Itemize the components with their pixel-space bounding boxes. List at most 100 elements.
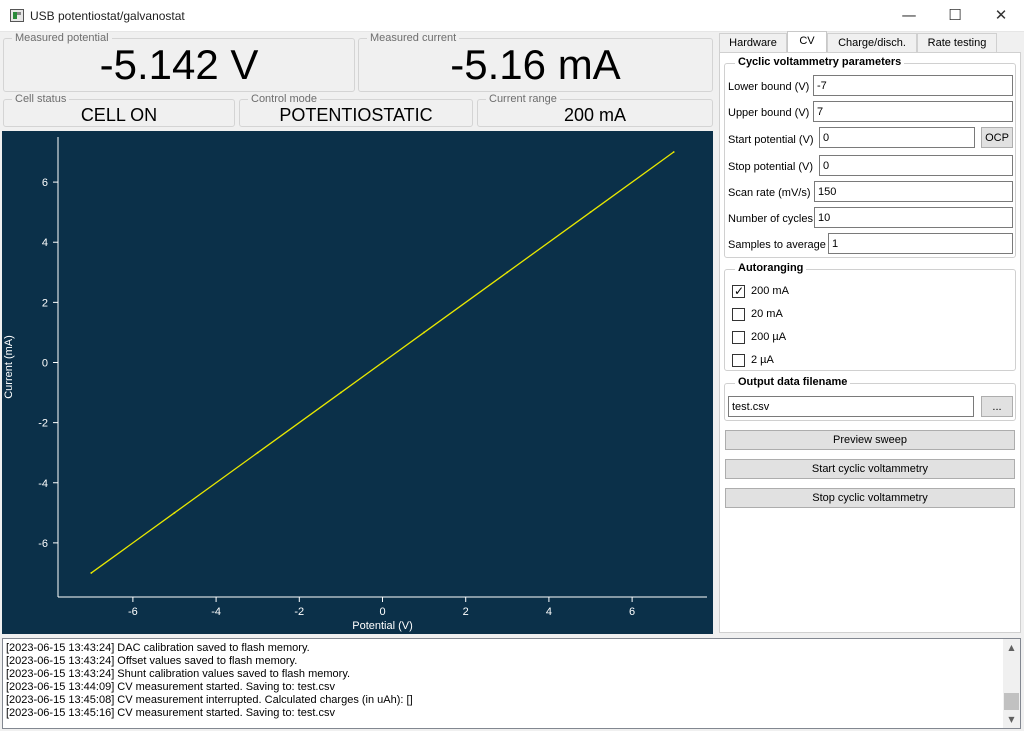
measured-current-label: Measured current — [367, 32, 460, 44]
output-filename-input[interactable] — [728, 396, 974, 417]
series-point — [90, 572, 93, 574]
tab-cv[interactable]: CV — [787, 31, 827, 53]
num-cycles-input[interactable] — [814, 207, 1013, 228]
cell-status-label: Cell status — [12, 93, 70, 105]
measured-current-value: -5.16 mA — [450, 41, 621, 88]
autoranging-group: Autoranging ✓ 200 mA 20 mA 200 µA 2 µA — [724, 262, 1016, 371]
cell-status-value: CELL ON — [80, 105, 158, 125]
control-mode-label: Control mode — [248, 93, 321, 105]
output-filename-group: Output data filename ... — [724, 376, 1016, 421]
scroll-thumb[interactable] — [1004, 693, 1019, 710]
y-axis-ticks: -6 -4 -2 0 2 4 6 — [38, 177, 58, 550]
checkbox-box[interactable]: ✓ — [732, 284, 745, 298]
series-point — [339, 391, 342, 394]
checkbox-label: 200 µA — [751, 331, 787, 343]
current-range-group: Current range 200 mA — [477, 93, 713, 127]
scroll-down-icon[interactable]: ▼ — [1008, 715, 1015, 724]
log-line: [2023-06-15 13:43:24] Offset values save… — [6, 655, 298, 667]
window-title: USB potentiostat/galvanostat — [30, 9, 185, 23]
cv-tab-panel: Cyclic voltammetry parameters Lower boun… — [719, 52, 1021, 633]
start-potential-label: Start potential (V) — [728, 134, 814, 146]
start-cv-button[interactable]: Start cyclic voltammetry — [725, 459, 1015, 479]
x-tick-label: -6 — [128, 606, 138, 618]
x-tick-label: 2 — [463, 606, 469, 618]
checkbox-label: 2 µA — [751, 354, 774, 366]
series-points — [90, 151, 675, 574]
y-axis-label: Current (mA) — [3, 335, 15, 399]
preview-sweep-button[interactable]: Preview sweep — [725, 430, 1015, 450]
x-tick-label: 6 — [629, 606, 635, 618]
samples-average-input[interactable] — [828, 233, 1013, 254]
series-point — [256, 451, 259, 454]
browse-button[interactable]: ... — [981, 396, 1013, 417]
x-tick-label: 0 — [379, 606, 385, 618]
tab-charge-discharge[interactable]: Charge/disch. — [827, 33, 917, 52]
y-tick-label: 2 — [42, 297, 48, 309]
log-line: [2023-06-15 13:45:16] CV measurement sta… — [6, 707, 335, 719]
control-mode-group: Control mode POTENTIOSTATIC — [239, 93, 473, 127]
num-cycles-label: Number of cycles — [728, 213, 813, 225]
lower-bound-input[interactable] — [813, 75, 1013, 96]
x-tick-label: -4 — [211, 606, 221, 618]
scan-rate-label: Scan rate (mV/s) — [728, 187, 811, 199]
x-tick-label: -2 — [294, 606, 304, 618]
upper-bound-input[interactable] — [813, 101, 1013, 122]
title-bar: USB potentiostat/galvanostat — ☐ ✕ — [0, 0, 1024, 32]
measured-current-group: Measured current -5.16 mA — [358, 32, 713, 92]
series-point — [506, 271, 509, 274]
maximize-button[interactable]: ☐ — [948, 6, 962, 24]
close-button[interactable]: ✕ — [994, 6, 1008, 24]
tab-hardware[interactable]: Hardware — [719, 33, 787, 52]
y-tick-label: 0 — [42, 357, 48, 369]
series-point — [589, 211, 592, 214]
log-textbox[interactable]: [2023-06-15 13:43:24] DAC calibration sa… — [2, 638, 1021, 729]
cv-parameters-group: Cyclic voltammetry parameters Lower boun… — [724, 56, 1016, 258]
log-scrollbar[interactable]: ▲ ▼ — [1003, 639, 1020, 728]
check-mark-icon: ✓ — [734, 284, 745, 298]
series-point — [381, 361, 384, 364]
checkbox-box[interactable] — [732, 354, 745, 367]
samples-average-label: Samples to average — [728, 239, 826, 251]
checkbox-label: 20 mA — [751, 308, 783, 320]
minimize-button[interactable]: — — [901, 6, 917, 24]
measured-potential-group: Measured potential -5.142 V — [3, 32, 355, 92]
ocp-button[interactable]: OCP — [981, 127, 1013, 148]
app-icon — [10, 9, 24, 22]
log-line: [2023-06-15 13:45:08] CV measurement int… — [6, 694, 413, 706]
measured-potential-value: -5.142 V — [99, 41, 259, 88]
log-line: [2023-06-15 13:44:09] CV measurement sta… — [6, 681, 335, 693]
checkbox-box[interactable] — [732, 308, 745, 321]
lower-bound-label: Lower bound (V) — [728, 81, 810, 93]
scroll-up-icon[interactable]: ▲ — [1008, 643, 1015, 652]
checkbox-box[interactable] — [732, 331, 745, 344]
log-line: [2023-06-15 13:43:24] DAC calibration sa… — [6, 642, 310, 654]
scan-rate-input[interactable] — [814, 181, 1013, 202]
measured-potential-label: Measured potential — [12, 32, 112, 44]
tab-rate-testing[interactable]: Rate testing — [917, 33, 997, 52]
series-point — [173, 511, 176, 514]
output-filename-title: Output data filename — [735, 376, 851, 388]
cv-plot[interactable]: -6 -4 -2 0 2 4 6 -6 -4 -2 0 2 4 6 Potential (V) Curr… — [2, 131, 713, 634]
start-potential-input[interactable] — [819, 127, 975, 148]
y-tick-label: -6 — [38, 538, 48, 550]
x-tick-label: 4 — [546, 606, 552, 618]
y-tick-label: 6 — [42, 177, 48, 189]
cv-parameters-title: Cyclic voltammetry parameters — [735, 56, 905, 68]
stop-cv-button[interactable]: Stop cyclic voltammetry — [725, 488, 1015, 508]
y-tick-label: -2 — [38, 418, 48, 430]
y-tick-label: 4 — [42, 237, 48, 249]
upper-bound-label: Upper bound (V) — [728, 107, 810, 119]
autoranging-title: Autoranging — [735, 262, 807, 274]
cell-status-group: Cell status CELL ON — [3, 93, 235, 127]
stop-potential-input[interactable] — [819, 155, 1013, 176]
current-range-value: 200 mA — [563, 105, 627, 125]
y-tick-label: -4 — [38, 478, 48, 490]
x-axis-label: Potential (V) — [352, 620, 413, 632]
series-point — [672, 151, 675, 153]
log-line: [2023-06-15 13:43:24] Shunt calibration … — [6, 668, 351, 680]
cv-plot-canvas[interactable]: -6 -4 -2 0 2 4 6 -6 -4 -2 0 2 4 6 Potential (V) Curr… — [2, 131, 713, 634]
series-point — [423, 331, 426, 334]
current-range-label: Current range — [486, 93, 560, 105]
control-mode-value: POTENTIOSTATIC — [279, 105, 433, 125]
x-axis-ticks: -6 -4 -2 0 2 4 6 — [128, 597, 635, 618]
